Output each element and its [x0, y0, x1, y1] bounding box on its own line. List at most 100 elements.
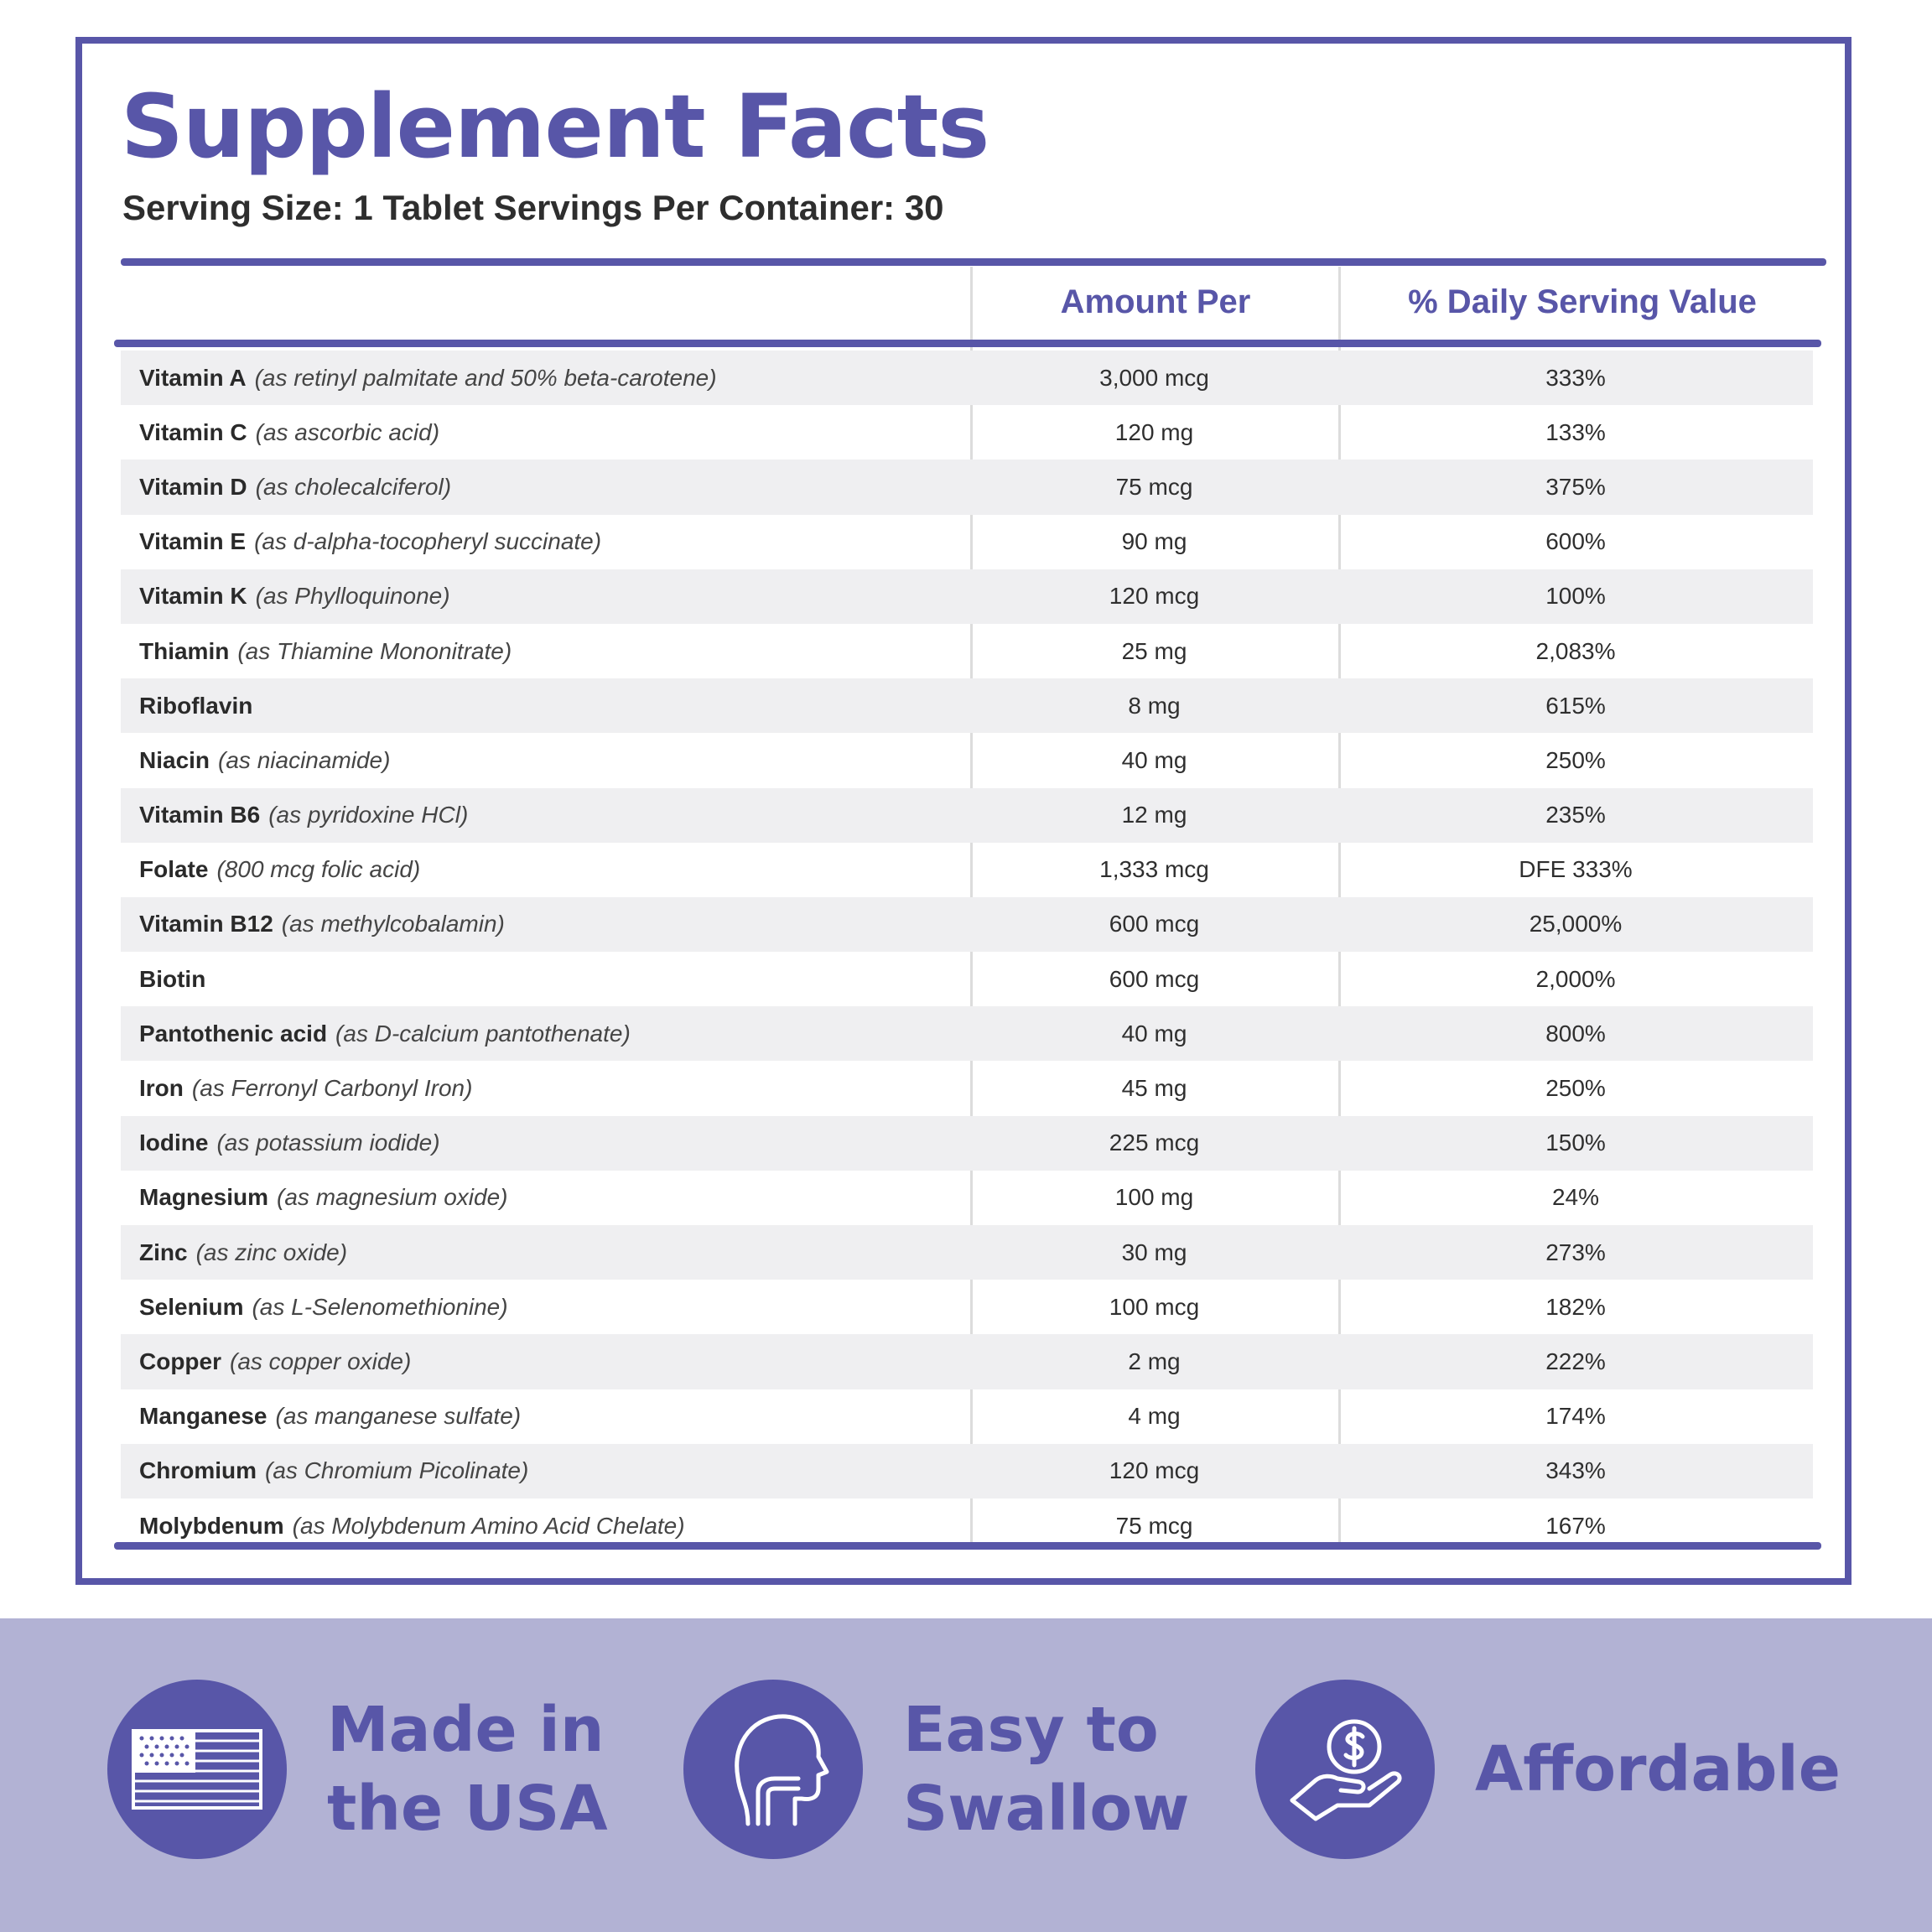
nutrient-name: Riboflavin: [139, 692, 253, 719]
nutrient-amount: 30 mg: [1121, 1239, 1187, 1265]
nutrient-daily-value: 375%: [1545, 473, 1606, 500]
nutrient-name: Vitamin D: [139, 473, 247, 500]
nutrient-source: (as Thiamine Mononitrate): [237, 637, 512, 664]
nutrient-name: Niacin: [139, 746, 210, 773]
nutrient-source: (as L-Selenomethionine): [252, 1293, 508, 1320]
feature-label: Made in the USA: [327, 1694, 608, 1845]
nutrient-source: (as Molybdenum Amino Acid Chelate): [292, 1512, 685, 1539]
nutrient-daily-value: 167%: [1545, 1512, 1606, 1539]
nutrient-daily-value: 600%: [1545, 528, 1606, 555]
nutrient-source: (as ascorbic acid): [255, 418, 440, 445]
nutrient-daily-value: DFE 333%: [1519, 856, 1633, 883]
nutrient-daily-value: 24%: [1551, 1184, 1600, 1211]
nutrient-name: Vitamin K: [139, 583, 247, 610]
nutrient-name: Manganese: [139, 1403, 267, 1430]
feature-label: Affordable: [1475, 1733, 1841, 1805]
nutrient-amount: 120 mg: [1114, 418, 1194, 445]
facts-table-body: Vitamin A (as retinyl palmitate and 50% b…: [121, 351, 1813, 1553]
table-row: Copper (as copper oxide) 2 mg 222%: [121, 1334, 1813, 1389]
features-banner: Made in the USA Easy to Swallow Affordab…: [0, 1618, 1932, 1932]
table-row: Folate (800 mcg folic acid) 1,333 mcg DFE 3…: [121, 843, 1813, 897]
table-row: Iodine (as potassium iodide) 225 mcg 150%: [121, 1115, 1813, 1171]
nutrient-daily-value: 800%: [1545, 1020, 1606, 1046]
nutrient-amount: 8 mg: [1128, 692, 1181, 719]
table-row: Magnesium (as magnesium oxide) 100 mg 24%: [121, 1171, 1813, 1225]
nutrient-daily-value: 333%: [1545, 364, 1606, 391]
table-row: Manganese (as manganese sulfate) 4 mg 174%: [121, 1389, 1813, 1444]
table-row: Molybdenum (as Molybdenum Amino Acid Chel…: [121, 1498, 1813, 1553]
feature-affordable: Affordable: [1255, 1677, 1841, 1862]
table-row: Selenium (as L-Selenomethionine) 100 mcg 18…: [121, 1280, 1813, 1334]
table-bottom-divider: [114, 1542, 1821, 1550]
nutrient-name: Selenium: [139, 1293, 244, 1320]
nutrient-daily-value: 2,083%: [1535, 637, 1616, 664]
nutrient-source: (as magnesium oxide): [277, 1184, 508, 1211]
nutrient-source: (800 mcg folic acid): [216, 856, 421, 883]
table-row: Riboflavin 8 mg 615%: [121, 678, 1813, 734]
nutrient-daily-value: 343%: [1545, 1457, 1606, 1484]
nutrient-name: Vitamin E: [139, 528, 247, 555]
feature-label: Easy to Swallow: [903, 1694, 1190, 1845]
column-header-amount: Amount Per: [1060, 283, 1251, 320]
nutrient-daily-value: 2,000%: [1535, 965, 1616, 992]
nutrient-name: Vitamin B12: [139, 911, 273, 937]
hand-dollar-icon: [1255, 1680, 1435, 1859]
page-title: Supplement Facts: [121, 75, 989, 178]
nutrient-name: Vitamin B6: [139, 802, 261, 828]
nutrient-amount: 2 mg: [1128, 1348, 1181, 1374]
table-row: Vitamin B12 (as methylcobalamin) 600 mcg 25…: [121, 896, 1813, 953]
nutrient-daily-value: 100%: [1545, 583, 1606, 610]
nutrient-source: (as cholecalciferol): [255, 473, 452, 500]
supplement-facts-panel: Supplement Facts Serving Size: 1 Tablet …: [75, 37, 1852, 1585]
nutrient-daily-value: 182%: [1545, 1293, 1606, 1320]
nutrient-amount: 600 mcg: [1109, 965, 1200, 992]
nutrient-daily-value: 25,000%: [1529, 911, 1623, 937]
head-throat-icon: [683, 1680, 863, 1859]
nutrient-source: (as zinc oxide): [195, 1239, 348, 1265]
table-row: Chromium (as Chromium Picolinate) 120 mcg 3…: [121, 1443, 1813, 1498]
table-row: Vitamin C (as ascorbic acid) 120 mg 133%: [121, 405, 1813, 460]
table-row: Thiamin (as Thiamine Mononitrate) 25 mg 2,0…: [121, 624, 1813, 678]
nutrient-name: Vitamin C: [139, 418, 247, 445]
nutrient-amount: 225 mcg: [1109, 1130, 1200, 1156]
nutrient-source: (as retinyl palmitate and 50% beta-carot…: [254, 364, 717, 391]
nutrient-name: Magnesium: [139, 1184, 269, 1211]
nutrient-amount: 100 mcg: [1109, 1293, 1200, 1320]
nutrient-amount: 120 mcg: [1109, 1457, 1200, 1484]
nutrient-amount: 90 mg: [1121, 528, 1187, 555]
nutrient-daily-value: 222%: [1545, 1348, 1606, 1374]
feature-made-in-usa: Made in the USA: [107, 1677, 608, 1862]
nutrient-daily-value: 273%: [1545, 1239, 1606, 1265]
serving-info: Serving Size: 1 Tablet Servings Per Cont…: [122, 188, 944, 227]
nutrient-amount: 25 mg: [1121, 637, 1187, 664]
column-header-daily-value: % Daily Serving Value: [1408, 283, 1757, 320]
table-header-divider: [114, 340, 1821, 347]
nutrient-name: Chromium: [139, 1457, 257, 1484]
nutrient-amount: 3,000 mcg: [1099, 364, 1209, 391]
nutrient-source: (as copper oxide): [230, 1348, 412, 1374]
nutrient-source: (as potassium iodide): [216, 1130, 440, 1156]
nutrient-daily-value: 133%: [1545, 418, 1606, 445]
nutrient-amount: 40 mg: [1121, 1020, 1187, 1046]
table-row: Vitamin D (as cholecalciferol) 75 mcg 375%: [121, 460, 1813, 515]
nutrient-source: (as Ferronyl Carbonyl Iron): [191, 1075, 473, 1102]
nutrient-source: (as pyridoxine HCl): [268, 802, 469, 828]
table-row: Iron (as Ferronyl Carbonyl Iron) 45 mg 250%: [121, 1061, 1813, 1115]
nutrient-daily-value: 250%: [1545, 1075, 1606, 1102]
nutrient-name: Vitamin A: [139, 364, 247, 391]
nutrient-source: (as Phylloquinone): [255, 583, 450, 610]
table-row: Niacin (as niacinamide) 40 mg 250%: [121, 733, 1813, 787]
nutrient-amount: 75 mcg: [1115, 473, 1193, 500]
table-row: Vitamin E (as d-alpha-tocopheryl succinat…: [121, 515, 1813, 569]
nutrient-source: (as D-calcium pantothenate): [335, 1020, 631, 1046]
nutrient-daily-value: 250%: [1545, 746, 1606, 773]
nutrient-amount: 4 mg: [1128, 1403, 1181, 1430]
nutrient-name: Folate: [139, 856, 209, 883]
nutrient-name: Iron: [139, 1075, 184, 1102]
nutrient-daily-value: 235%: [1545, 802, 1606, 828]
table-row: Pantothenic acid (as D-calcium pantothena…: [121, 1006, 1813, 1062]
table-row: Vitamin B6 (as pyridoxine HCl) 12 mg 235%: [121, 787, 1813, 843]
nutrient-name: Copper: [139, 1348, 221, 1374]
table-row: Vitamin A (as retinyl palmitate and 50% b…: [121, 351, 1813, 406]
nutrient-amount: 40 mg: [1121, 746, 1187, 773]
